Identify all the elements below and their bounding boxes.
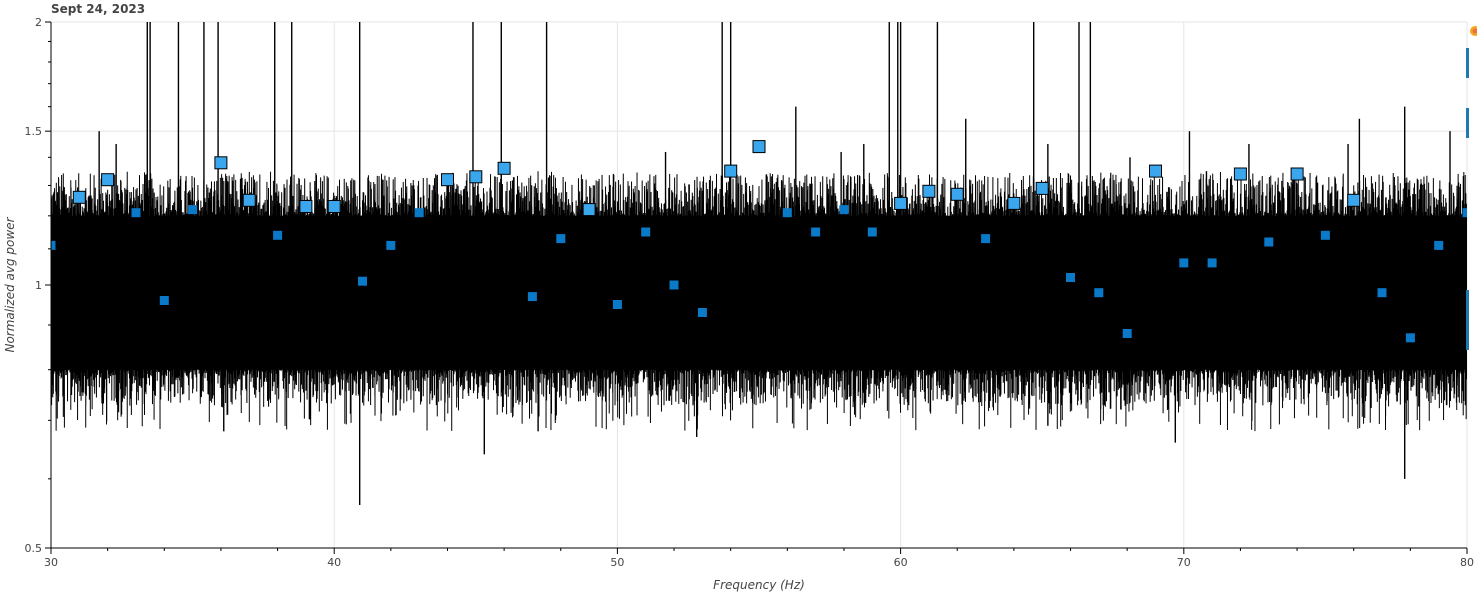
bin-marker[interactable] bbox=[981, 234, 991, 244]
bin-marker[interactable] bbox=[582, 203, 596, 217]
bin-marker[interactable] bbox=[1462, 208, 1472, 218]
bin-marker[interactable] bbox=[441, 173, 454, 187]
bin-marker[interactable] bbox=[1094, 288, 1104, 298]
y-tick-label: 2 bbox=[35, 16, 42, 29]
bin-marker[interactable] bbox=[1264, 237, 1274, 247]
bin-marker[interactable] bbox=[697, 308, 707, 317]
bin-marker[interactable] bbox=[527, 292, 537, 302]
bin-marker[interactable] bbox=[811, 227, 821, 237]
bin-marker[interactable] bbox=[273, 230, 283, 240]
y-tick-label: 0.5 bbox=[25, 542, 43, 555]
bin-marker[interactable] bbox=[894, 196, 908, 210]
bin-marker[interactable] bbox=[641, 227, 651, 237]
bin-marker[interactable] bbox=[1377, 288, 1387, 298]
bin-marker[interactable] bbox=[101, 173, 115, 187]
bin-marker[interactable] bbox=[782, 208, 792, 218]
hover-tool-indicator[interactable] bbox=[1466, 290, 1469, 350]
bin-marker[interactable] bbox=[414, 208, 424, 218]
bin-marker[interactable] bbox=[1066, 273, 1075, 282]
bin-markers bbox=[47, 140, 1472, 343]
bin-marker[interactable] bbox=[131, 208, 141, 218]
x-axis-label: Frequency (Hz) bbox=[713, 578, 805, 592]
bin-marker[interactable] bbox=[386, 240, 396, 250]
y-axis-label: Normalized avg power bbox=[3, 216, 17, 352]
bin-marker[interactable] bbox=[47, 240, 56, 250]
bin-marker[interactable] bbox=[214, 156, 228, 170]
bin-marker[interactable] bbox=[1434, 240, 1444, 250]
pan-tool-indicator[interactable] bbox=[1466, 48, 1469, 78]
bin-marker[interactable] bbox=[159, 296, 169, 305]
bin-marker[interactable] bbox=[1347, 193, 1361, 207]
x-tick-label: 40 bbox=[327, 556, 341, 569]
x-tick-label: 50 bbox=[610, 556, 624, 569]
bin-marker[interactable] bbox=[72, 190, 86, 204]
bin-marker[interactable] bbox=[612, 300, 622, 309]
plot-title: Sept 24, 2023 bbox=[51, 2, 146, 16]
axes: 30 40 50 60 70 80 0.5 1 1.5 2 bbox=[25, 16, 1475, 569]
bin-marker[interactable] bbox=[469, 170, 483, 184]
bin-marker[interactable] bbox=[950, 187, 964, 201]
bin-marker[interactable] bbox=[556, 234, 566, 244]
bin-marker[interactable] bbox=[327, 200, 341, 213]
bin-marker[interactable] bbox=[867, 227, 877, 237]
bokeh-logo-icon[interactable] bbox=[1466, 22, 1477, 38]
x-tick-label: 30 bbox=[44, 556, 58, 569]
bin-marker[interactable] bbox=[1320, 230, 1330, 240]
bin-marker[interactable] bbox=[1007, 196, 1021, 210]
x-tick-label: 70 bbox=[1177, 556, 1191, 569]
bin-marker[interactable] bbox=[1207, 258, 1217, 268]
bin-marker[interactable] bbox=[1122, 329, 1132, 338]
x-tick-label: 60 bbox=[894, 556, 908, 569]
bin-marker[interactable] bbox=[724, 164, 738, 178]
bin-marker[interactable] bbox=[922, 184, 936, 198]
bin-marker[interactable] bbox=[1149, 164, 1162, 178]
bin-marker[interactable] bbox=[188, 205, 198, 215]
y-tick-label: 1.5 bbox=[25, 125, 43, 138]
bin-marker[interactable] bbox=[1233, 167, 1247, 181]
trace-core-band bbox=[51, 225, 1467, 370]
power-trace bbox=[51, 22, 1467, 505]
wheel-zoom-tool-indicator[interactable] bbox=[1466, 108, 1469, 138]
plot-toolbar[interactable] bbox=[1466, 22, 1477, 352]
bin-marker[interactable] bbox=[1290, 167, 1304, 181]
bin-marker[interactable] bbox=[1035, 181, 1049, 195]
bin-marker[interactable] bbox=[497, 161, 511, 175]
bin-marker[interactable] bbox=[1405, 333, 1415, 343]
bin-marker[interactable] bbox=[242, 193, 256, 207]
bin-marker[interactable] bbox=[839, 205, 849, 215]
bin-marker[interactable] bbox=[669, 280, 679, 290]
x-tick-label: 80 bbox=[1460, 556, 1474, 569]
bin-marker[interactable] bbox=[299, 200, 313, 213]
bin-marker[interactable] bbox=[358, 276, 367, 286]
bin-marker[interactable] bbox=[752, 140, 766, 154]
bin-marker[interactable] bbox=[1179, 258, 1189, 268]
y-tick-label: 1 bbox=[35, 279, 42, 292]
